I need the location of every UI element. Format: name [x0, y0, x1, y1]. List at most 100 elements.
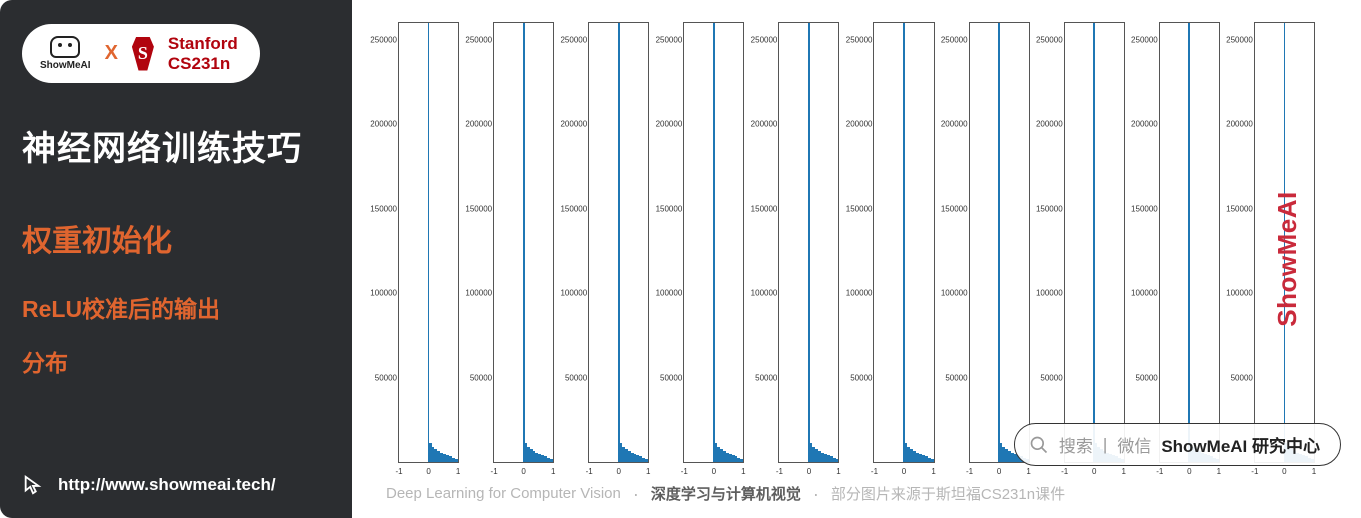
bars: [1065, 23, 1124, 462]
y-tick-label: 50000: [363, 373, 397, 382]
y-tick-label: 150000: [838, 204, 872, 213]
search-icon: [1029, 435, 1049, 455]
tail-bar: [455, 459, 458, 462]
footer-dot-1: ·: [633, 485, 639, 503]
spike-bar: [618, 23, 620, 462]
y-tick-label: 250000: [1029, 35, 1063, 44]
y-tick-label: 50000: [1219, 373, 1253, 382]
y-tick-label: 100000: [458, 289, 492, 298]
footer-dot-2: ·: [813, 485, 819, 503]
y-tick-label: 150000: [1029, 204, 1063, 213]
y-tick-label: 200000: [553, 120, 587, 129]
spike-bar: [1188, 23, 1190, 462]
plot-area: 50000100000150000200000250000-101: [1064, 22, 1125, 463]
y-tick-label: 150000: [458, 204, 492, 213]
x-tick-label: 0: [521, 467, 525, 476]
y-tick-label: 200000: [1219, 120, 1253, 129]
y-tick-label: 150000: [363, 204, 397, 213]
footer-en: Deep Learning for Computer Vision: [386, 485, 621, 502]
bars: [589, 23, 648, 462]
x-tick-label: -1: [966, 467, 973, 476]
x-tick-label: 1: [1122, 467, 1126, 476]
spike-bar: [523, 23, 525, 462]
y-tick-label: 100000: [743, 289, 777, 298]
x-tick-label: 0: [1282, 467, 1286, 476]
x-tick-label: -1: [1061, 467, 1068, 476]
y-tick-label: 200000: [1029, 120, 1063, 129]
spike-bar: [998, 23, 1000, 462]
bars: [494, 23, 553, 462]
tail-bar: [740, 459, 743, 462]
showmeai-logo-text: ShowMeAI: [40, 60, 91, 71]
y-tick-label: 250000: [553, 35, 587, 44]
bars: [1160, 23, 1219, 462]
histogram-panel: 50000100000150000200000250000-101: [746, 22, 839, 463]
x-tick-label: -1: [776, 467, 783, 476]
sidebar: ShowMeAI X Stanford CS231n 神经网络训练技巧 权重初始…: [0, 0, 352, 518]
x-separator: X: [105, 42, 118, 65]
cursor-icon: [22, 474, 44, 496]
y-tick-label: 100000: [363, 289, 397, 298]
y-tick-label: 100000: [934, 289, 968, 298]
stanford-text: Stanford CS231n: [168, 34, 238, 73]
y-tick-label: 200000: [458, 120, 492, 129]
main-panel: 50000100000150000200000250000-1015000010…: [352, 0, 1361, 518]
y-tick-label: 50000: [458, 373, 492, 382]
x-tick-label: 1: [646, 467, 650, 476]
plot-area: 50000100000150000200000250000-101: [588, 22, 649, 463]
tail-bar: [645, 459, 648, 462]
y-tick-label: 250000: [1124, 35, 1158, 44]
search-label-2: 微信: [1117, 432, 1151, 457]
tail-bar: [550, 459, 553, 462]
spike-bar: [808, 23, 810, 462]
x-tick-label: 0: [997, 467, 1001, 476]
x-tick-label: -1: [491, 467, 498, 476]
spike-bar: [428, 23, 430, 462]
histogram-panel: 50000100000150000200000250000-101: [1127, 22, 1220, 463]
x-tick-label: -1: [395, 467, 402, 476]
showmeai-logo: ShowMeAI: [40, 36, 91, 71]
y-tick-label: 250000: [363, 35, 397, 44]
x-tick-label: 1: [836, 467, 840, 476]
y-tick-label: 150000: [1124, 204, 1158, 213]
plot-area: 50000100000150000200000250000-101: [398, 22, 459, 463]
x-tick-label: 0: [807, 467, 811, 476]
footer-credit: 部分图片来源于斯坦福CS231n课件: [831, 483, 1065, 504]
tail-bar: [836, 459, 839, 462]
y-tick-label: 200000: [648, 120, 682, 129]
x-tick-label: 0: [426, 467, 430, 476]
x-tick-label: 1: [741, 467, 745, 476]
plot-area: 50000100000150000200000250000-101: [969, 22, 1030, 463]
y-tick-label: 50000: [553, 373, 587, 382]
slide-subtitle-3: 分布: [22, 344, 330, 378]
histogram-grid: 50000100000150000200000250000-1015000010…: [366, 22, 1315, 463]
y-tick-label: 200000: [1124, 120, 1158, 129]
search-pill[interactable]: 搜索 | 微信 ShowMeAI 研究中心: [1014, 423, 1341, 466]
histogram-panel: 50000100000150000200000250000-101: [651, 22, 744, 463]
search-label-1: 搜索: [1059, 432, 1093, 457]
bars: [874, 23, 933, 462]
y-tick-label: 250000: [1219, 35, 1253, 44]
watermark: ShowMeAI: [1272, 191, 1303, 326]
y-tick-label: 150000: [648, 204, 682, 213]
y-tick-label: 100000: [838, 289, 872, 298]
x-tick-label: 1: [1026, 467, 1030, 476]
url-row: http://www.showmeai.tech/: [22, 474, 276, 496]
y-tick-label: 50000: [1029, 373, 1063, 382]
site-url[interactable]: http://www.showmeai.tech/: [58, 475, 276, 495]
x-tick-label: 1: [931, 467, 935, 476]
plot-area: 50000100000150000200000250000-101: [493, 22, 554, 463]
y-tick-label: 200000: [743, 120, 777, 129]
brand-badge: ShowMeAI X Stanford CS231n: [22, 24, 260, 83]
bars: [399, 23, 458, 462]
histogram-panel: 50000100000150000200000250000-101: [937, 22, 1030, 463]
bars: [684, 23, 743, 462]
x-tick-label: 1: [1217, 467, 1221, 476]
plot-area: 50000100000150000200000250000-101: [873, 22, 934, 463]
x-tick-label: -1: [1251, 467, 1258, 476]
x-tick-label: 1: [551, 467, 555, 476]
y-tick-label: 150000: [553, 204, 587, 213]
y-tick-label: 50000: [743, 373, 777, 382]
bars: [970, 23, 1029, 462]
stanford-line2: CS231n: [168, 54, 238, 74]
